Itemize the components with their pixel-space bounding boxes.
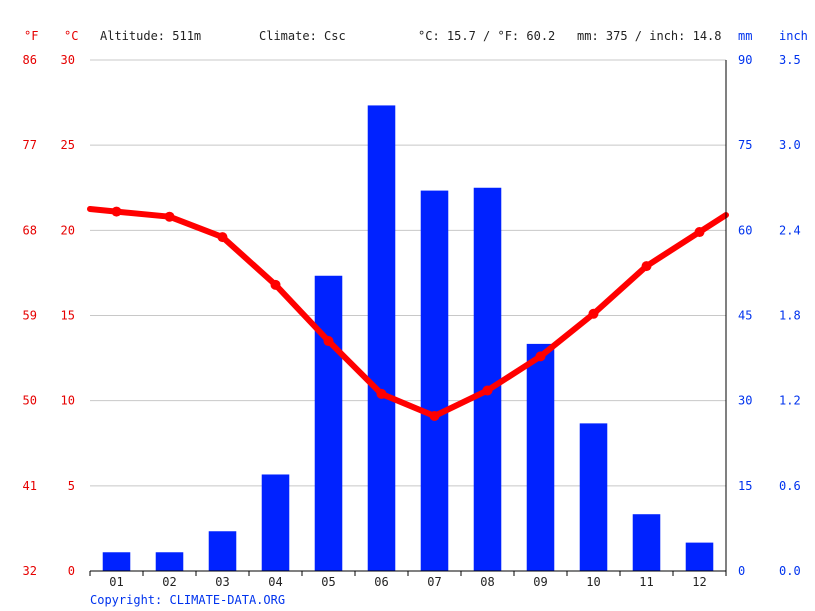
y-tick-fahrenheit: 50 <box>23 394 37 408</box>
temp-point-10 <box>588 308 599 319</box>
precip-bar-10 <box>579 423 608 571</box>
y-tick-inch: 2.4 <box>779 223 801 237</box>
temp-point-04 <box>270 279 281 290</box>
temperature-line <box>87 206 729 421</box>
unit-fahrenheit-label: °F <box>24 29 38 43</box>
y-tick-celsius: 15 <box>61 309 75 323</box>
precip-bar-07 <box>420 190 449 572</box>
climate-label: Climate: Csc <box>259 29 346 43</box>
temperature-summary: °C: 15.7 / °F: 60.2 <box>418 29 555 43</box>
precip-bar-12 <box>685 542 714 571</box>
temp-point-01 <box>111 206 122 217</box>
temp-point-11 <box>641 261 652 272</box>
x-tick-label-01: 01 <box>109 575 123 589</box>
x-tick-label-09: 09 <box>533 575 547 589</box>
y-tick-mm: 90 <box>738 53 752 67</box>
tick-labels: 3241505968778605101520253001530456075900… <box>23 53 801 589</box>
temperature-series-line <box>87 206 729 419</box>
unit-inch-label: inch <box>779 29 808 43</box>
y-tick-fahrenheit: 77 <box>23 138 37 152</box>
y-tick-inch: 0.0 <box>779 564 801 578</box>
y-tick-mm: 0 <box>738 564 745 578</box>
unit-mm-label: mm <box>738 29 752 43</box>
y-tick-fahrenheit: 86 <box>23 53 37 67</box>
altitude-label: Altitude: 511m <box>100 29 201 43</box>
precip-bar-09 <box>526 343 555 571</box>
temp-point-03 <box>217 232 228 243</box>
x-tick-label-03: 03 <box>215 575 229 589</box>
x-tick-label-08: 08 <box>480 575 494 589</box>
precip-bar-02 <box>155 552 184 571</box>
y-tick-mm: 75 <box>738 138 752 152</box>
x-tick-label-05: 05 <box>321 575 335 589</box>
y-tick-celsius: 30 <box>61 53 75 67</box>
y-tick-inch: 0.6 <box>779 479 801 493</box>
y-tick-celsius: 25 <box>61 138 75 152</box>
y-tick-mm: 60 <box>738 223 752 237</box>
y-tick-fahrenheit: 32 <box>23 564 37 578</box>
precip-bar-04 <box>261 474 290 571</box>
axes <box>89 60 727 576</box>
y-tick-fahrenheit: 41 <box>23 479 37 493</box>
x-tick-label-07: 07 <box>427 575 441 589</box>
y-tick-celsius: 5 <box>68 479 75 493</box>
precip-bar-08 <box>473 187 502 571</box>
x-tick-label-06: 06 <box>374 575 388 589</box>
temp-point-08 <box>482 385 493 396</box>
x-tick-label-02: 02 <box>162 575 176 589</box>
y-tick-celsius: 20 <box>61 223 75 237</box>
y-tick-inch: 1.2 <box>779 394 801 408</box>
temp-point-06 <box>376 388 387 399</box>
y-tick-mm: 45 <box>738 309 752 323</box>
y-tick-mm: 30 <box>738 394 752 408</box>
y-tick-inch: 3.0 <box>779 138 801 152</box>
precipitation-summary: mm: 375 / inch: 14.8 <box>577 29 722 43</box>
temp-point-05 <box>323 336 334 347</box>
y-tick-celsius: 0 <box>68 564 75 578</box>
x-tick-label-12: 12 <box>692 575 706 589</box>
precip-bar-06 <box>367 105 396 571</box>
gridlines <box>90 59 726 487</box>
temp-point-09 <box>535 351 546 362</box>
x-tick-label-04: 04 <box>268 575 282 589</box>
y-tick-inch: 3.5 <box>779 53 801 67</box>
y-tick-fahrenheit: 59 <box>23 309 37 323</box>
precip-bar-11 <box>632 514 661 571</box>
y-tick-fahrenheit: 68 <box>23 223 37 237</box>
x-tick-label-11: 11 <box>639 575 653 589</box>
temp-point-02 <box>164 211 175 222</box>
precipitation-bars <box>102 105 714 572</box>
temp-point-12 <box>694 227 705 238</box>
precip-bar-05 <box>314 275 343 571</box>
x-tick-label-10: 10 <box>586 575 600 589</box>
precip-bar-01 <box>102 552 131 571</box>
y-tick-celsius: 10 <box>61 394 75 408</box>
y-tick-mm: 15 <box>738 479 752 493</box>
copyright-text: Copyright: CLIMATE-DATA.ORG <box>90 593 285 607</box>
unit-celsius-label: °C <box>64 29 78 43</box>
precip-bar-03 <box>208 531 237 571</box>
temp-point-07 <box>429 410 440 421</box>
y-tick-inch: 1.8 <box>779 309 801 323</box>
